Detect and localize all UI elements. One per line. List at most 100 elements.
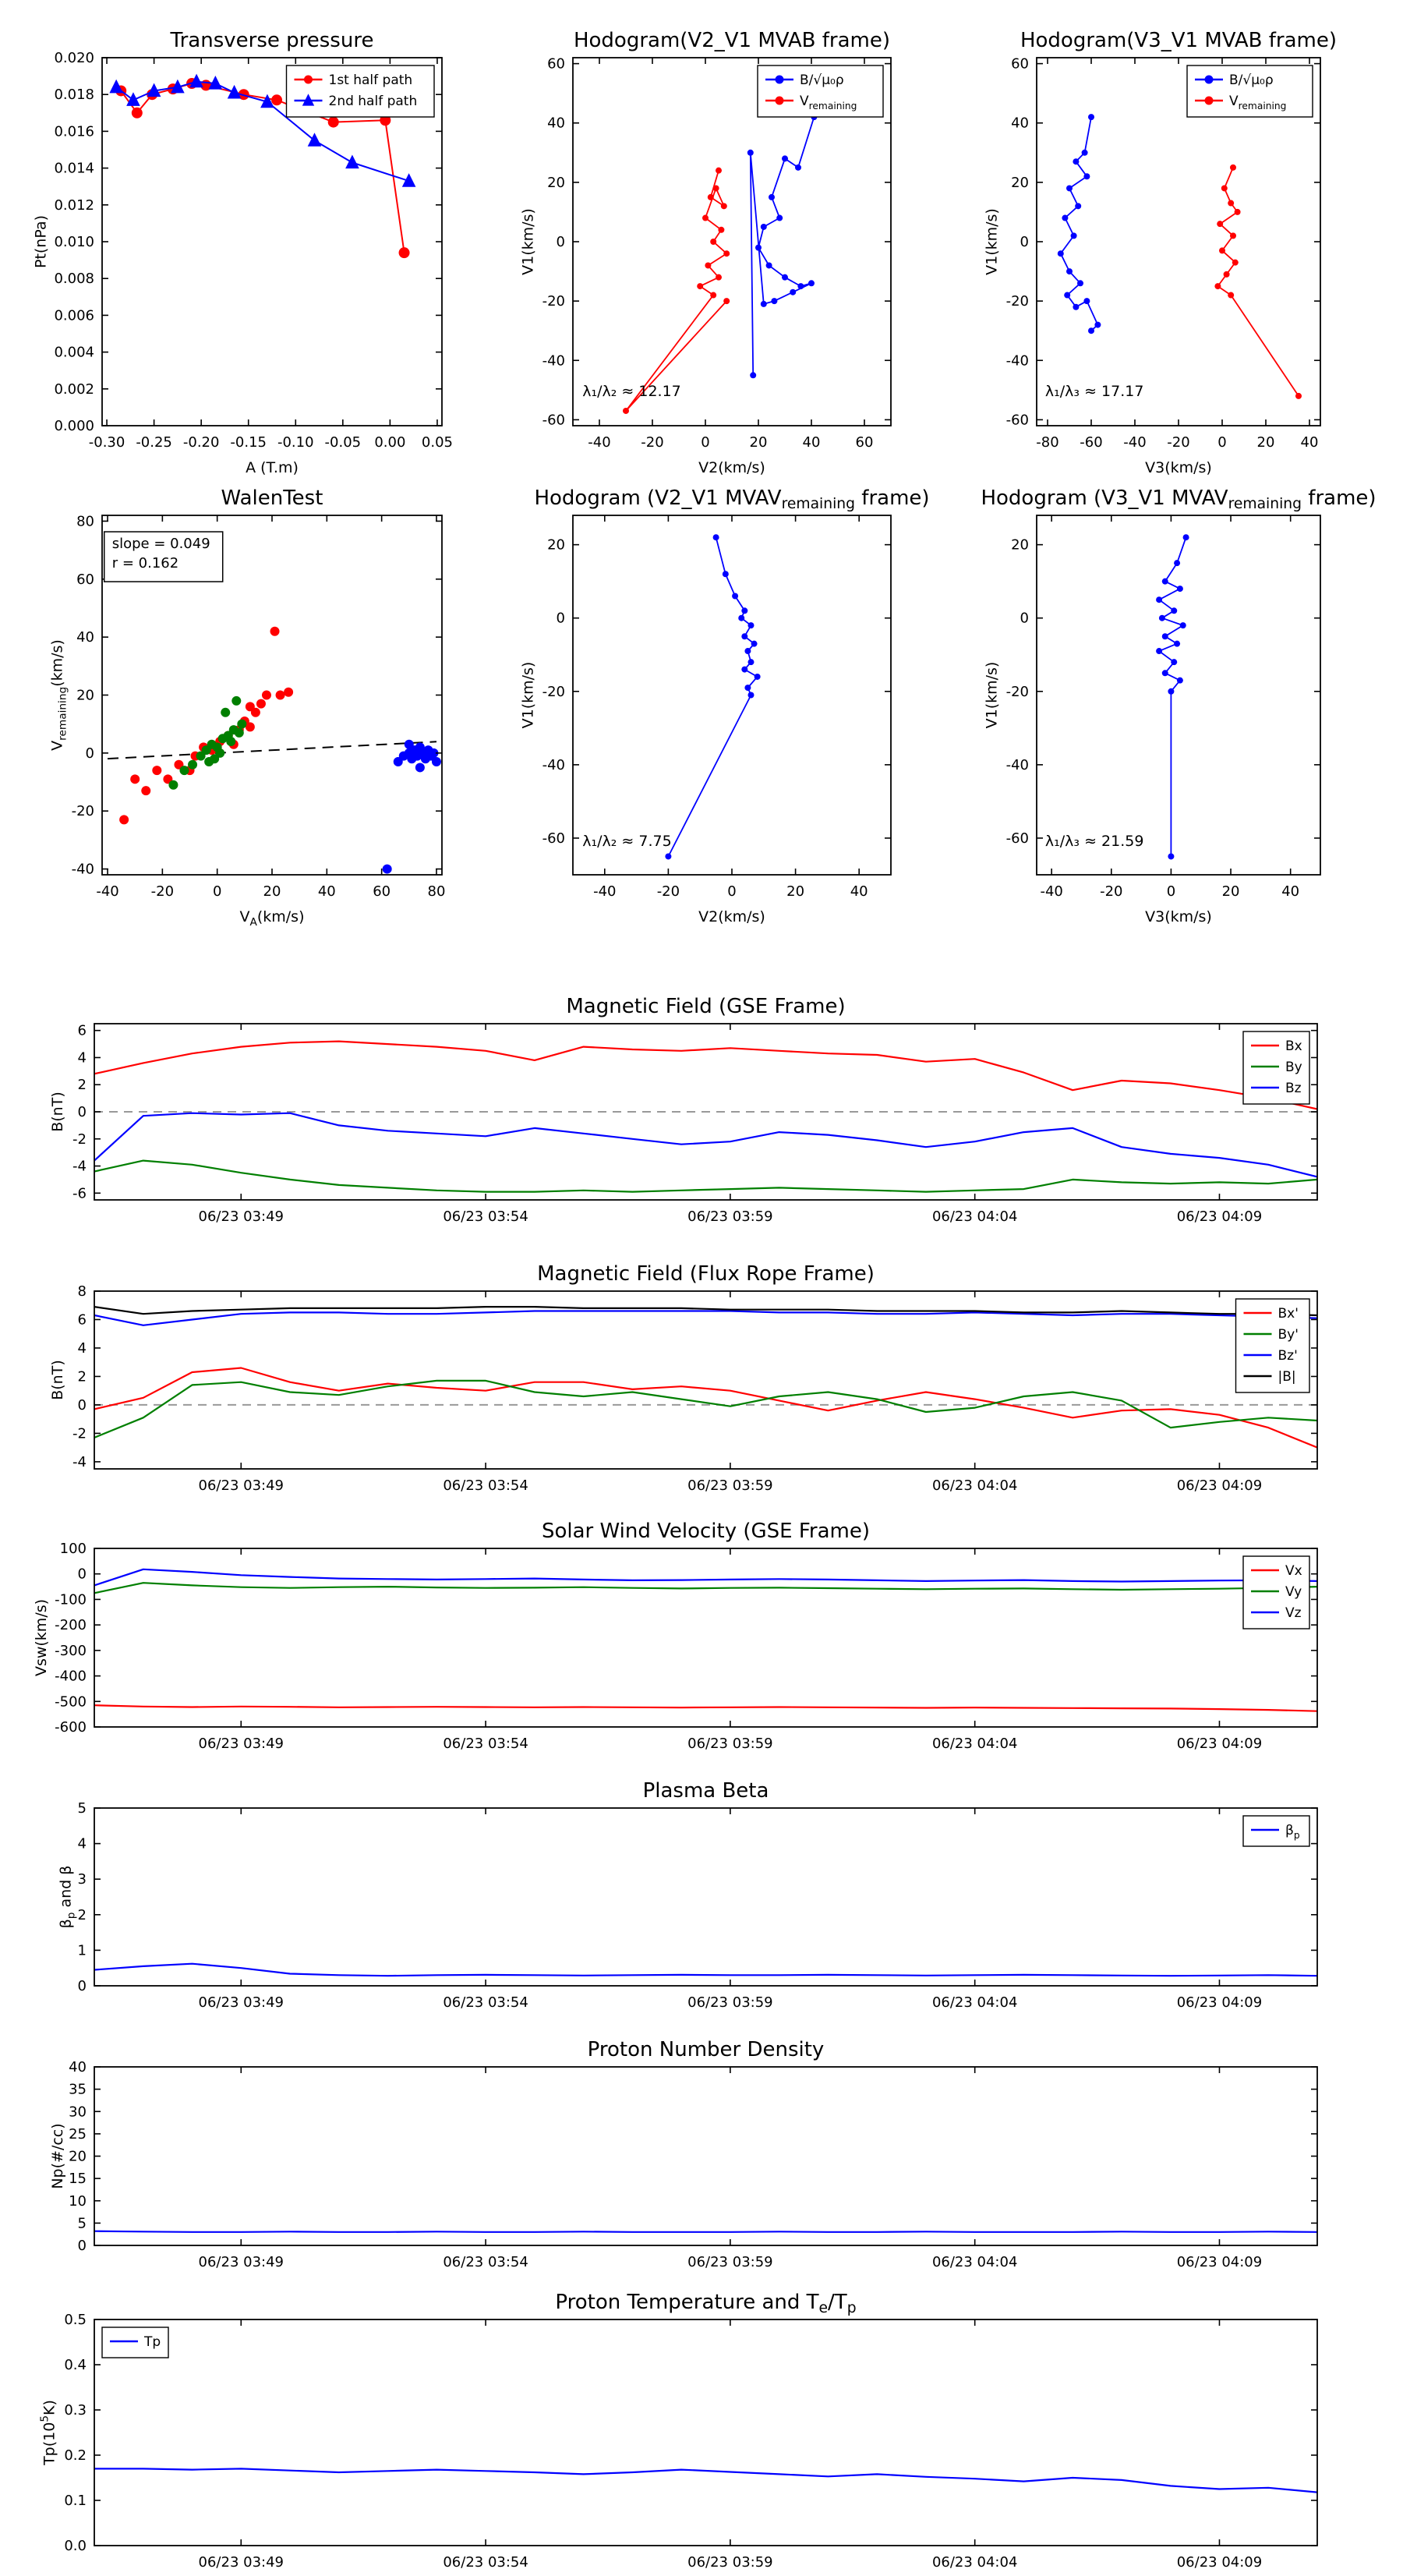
svg-text:-100: -100 [55, 1591, 87, 1608]
svg-text:Vsw(km/s): Vsw(km/s) [33, 1599, 50, 1676]
svg-text:0: 0 [1167, 883, 1175, 900]
svg-text:0.1: 0.1 [64, 2493, 87, 2509]
svg-text:0.010: 0.010 [54, 234, 94, 250]
svg-text:B(nT): B(nT) [49, 1360, 66, 1400]
svg-text:VA(km/s): VA(km/s) [240, 908, 305, 929]
svg-text:V2(km/s): V2(km/s) [698, 908, 765, 925]
svg-text:V3(km/s): V3(km/s) [1145, 459, 1212, 476]
svg-text:4: 4 [78, 1340, 87, 1357]
svg-text:-60: -60 [1006, 830, 1029, 847]
svg-text:0.002: 0.002 [54, 381, 94, 398]
svg-text:2: 2 [78, 1368, 87, 1385]
chart-hodogram-v2v1-mvav: -40 -20 0 20 40 -60 -40 -20 0 20 Hodogram (V2_V1 M… [520, 487, 930, 925]
svg-text:Vremaining: Vremaining [1229, 94, 1286, 111]
svg-text:λ₁/λ₂ ≈ 12.17: λ₁/λ₂ ≈ 12.17 [582, 383, 681, 400]
svg-text:06/23 04:04: 06/23 04:04 [932, 2554, 1017, 2571]
svg-text:4: 4 [78, 1049, 87, 1066]
svg-text:0: 0 [86, 745, 94, 762]
svg-text:-20: -20 [1100, 883, 1122, 900]
svg-text:-4: -4 [72, 1159, 87, 1175]
svg-text:-6: -6 [72, 1185, 87, 1201]
svg-text:Hodogram(V3_V1 MVAB frame): Hodogram(V3_V1 MVAB frame) [1020, 29, 1337, 52]
svg-text:-20: -20 [1167, 434, 1189, 451]
svg-text:0: 0 [1020, 234, 1029, 250]
svg-text:0.020: 0.020 [54, 50, 94, 66]
svg-text:-20: -20 [151, 883, 174, 900]
svg-text:06/23 03:54: 06/23 03:54 [443, 1736, 528, 1752]
svg-text:06/23 03:59: 06/23 03:59 [687, 1994, 772, 2011]
svg-text:V1(km/s): V1(km/s) [520, 662, 537, 729]
svg-text:15: 15 [69, 2171, 87, 2187]
svg-text:-20: -20 [657, 883, 680, 900]
svg-text:Magnetic Field (GSE Frame): Magnetic Field (GSE Frame) [566, 995, 845, 1018]
svg-text:V2(km/s): V2(km/s) [698, 459, 765, 476]
svg-text:-200: -200 [55, 1617, 87, 1633]
svg-text:|B|: |B| [1278, 1369, 1296, 1385]
svg-text:0.3: 0.3 [64, 2402, 87, 2419]
svg-text:25: 25 [69, 2126, 87, 2143]
svg-text:-40: -40 [72, 862, 94, 878]
svg-text:r = 0.162: r = 0.162 [112, 555, 178, 571]
svg-text:06/23 03:49: 06/23 03:49 [199, 2254, 284, 2270]
svg-text:06/23 03:54: 06/23 03:54 [443, 1477, 528, 1494]
svg-text:6: 6 [78, 1311, 87, 1328]
svg-text:WalenTest: WalenTest [221, 487, 323, 510]
svg-text:40: 40 [76, 629, 94, 646]
svg-text:V3(km/s): V3(km/s) [1145, 908, 1212, 925]
svg-text:40: 40 [803, 434, 821, 451]
svg-text:0: 0 [701, 434, 709, 451]
svg-text:V1(km/s): V1(km/s) [984, 662, 1001, 729]
svg-text:06/23 04:09: 06/23 04:09 [1177, 1477, 1262, 1494]
svg-text:06/23 04:04: 06/23 04:04 [932, 2254, 1017, 2270]
svg-text:06/23 03:49: 06/23 03:49 [199, 1208, 284, 1225]
svg-text:Tp(105K): Tp(105K) [39, 2400, 58, 2466]
svg-text:06/23 03:54: 06/23 03:54 [443, 2254, 528, 2270]
svg-text:0: 0 [1217, 434, 1226, 451]
chart-plasma-beta: 06/23 03:49 06/23 03:54 06/23 03:59 06/23 0… [58, 1779, 1318, 2011]
svg-text:0.5: 0.5 [64, 2312, 87, 2328]
svg-text:0.014: 0.014 [54, 161, 94, 177]
svg-text:06/23 03:59: 06/23 03:59 [687, 1477, 772, 1494]
svg-text:Vx: Vx [1285, 1563, 1302, 1579]
svg-text:40: 40 [1281, 883, 1299, 900]
svg-text:06/23 04:09: 06/23 04:09 [1177, 2254, 1262, 2270]
svg-text:-0.30: -0.30 [89, 434, 125, 451]
svg-text:Hodogram (V2_V1 MVAVremaining: Hodogram (V2_V1 MVAVremaining frame) [534, 487, 929, 512]
svg-text:Np(#/cc): Np(#/cc) [49, 2123, 66, 2189]
svg-text:0.006: 0.006 [54, 307, 94, 324]
svg-text:-0.05: -0.05 [325, 434, 362, 451]
svg-text:Transverse pressure: Transverse pressure [170, 29, 374, 52]
svg-text:20: 20 [547, 175, 565, 191]
svg-text:0: 0 [727, 883, 736, 900]
svg-text:40: 40 [547, 115, 565, 132]
svg-text:0: 0 [557, 610, 565, 627]
svg-text:βp: βp [1285, 1823, 1300, 1841]
svg-text:-500: -500 [55, 1693, 87, 1710]
chart-transverse-pressure: -0.30 -0.25 -0.20 -0.15 -0.10 -0.05 0.00 0.05 0.… [33, 29, 453, 476]
svg-text:0.00: 0.00 [374, 434, 405, 451]
svg-text:2nd half path: 2nd half path [329, 94, 418, 109]
svg-text:10: 10 [69, 2193, 87, 2210]
svg-text:-2: -2 [72, 1131, 87, 1148]
svg-text:80: 80 [76, 513, 94, 529]
svg-text:6: 6 [78, 1023, 87, 1039]
svg-text:Pt(nPa): Pt(nPa) [33, 215, 50, 268]
chart-proton-temperature: 06/23 03:49 06/23 03:54 06/23 03:59 06/23 0… [39, 2291, 1318, 2571]
svg-text:0.05: 0.05 [422, 434, 453, 451]
svg-text:Vremaining(km/s): Vremaining(km/s) [49, 639, 69, 751]
svg-text:Magnetic Field (Flux Rope Fram: Magnetic Field (Flux Rope Frame) [537, 1262, 875, 1286]
svg-text:V1(km/s): V1(km/s) [520, 208, 537, 275]
chart-hodogram-v3v1-mvab: -80 -60 -40 -20 0 20 40 -60 -40 -20 0 20 40 60 Hodogra… [984, 29, 1338, 476]
svg-text:-40: -40 [542, 757, 565, 773]
svg-text:-40: -40 [1006, 757, 1029, 773]
svg-text:60: 60 [1011, 56, 1029, 73]
svg-text:20: 20 [69, 2149, 87, 2165]
svg-text:06/23 03:59: 06/23 03:59 [687, 2554, 772, 2571]
svg-text:0: 0 [78, 2238, 87, 2254]
svg-text:-4: -4 [72, 1454, 87, 1470]
svg-text:60: 60 [547, 56, 565, 73]
svg-text:-600: -600 [55, 1719, 87, 1736]
chart-proton-number-density: 06/23 03:49 06/23 03:54 06/23 03:59 06/23 0… [49, 2038, 1318, 2270]
svg-text:-20: -20 [72, 803, 94, 819]
